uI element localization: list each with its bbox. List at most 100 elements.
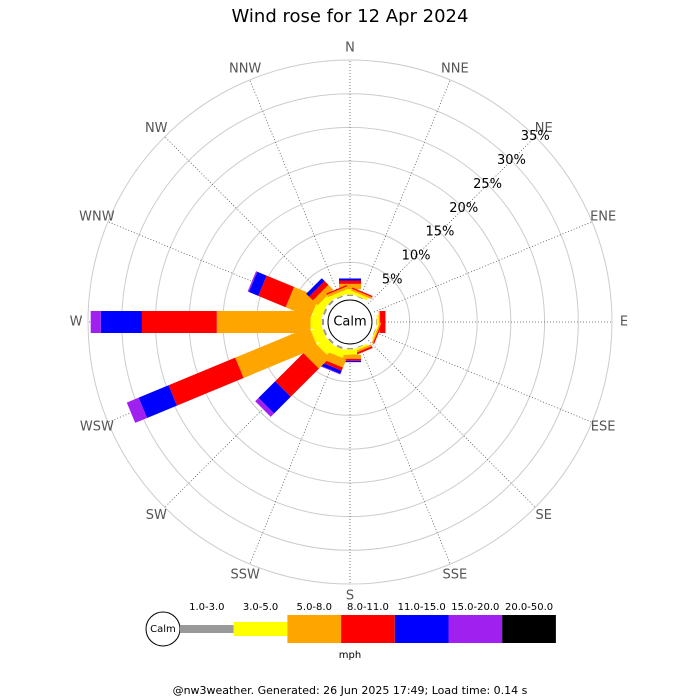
direction-label: NNE <box>441 61 469 76</box>
bar-segment <box>331 290 347 300</box>
bar-segment <box>347 294 353 296</box>
bar-segment <box>141 311 217 333</box>
bar-segment <box>100 311 142 333</box>
direction-label: WNW <box>79 210 115 225</box>
bar-segment <box>357 296 363 300</box>
bar-segment <box>347 348 353 350</box>
bar-segment <box>357 344 363 348</box>
bar-segment <box>372 323 383 344</box>
legend-swatch <box>341 615 395 643</box>
spoke <box>368 136 536 304</box>
bar-segment <box>321 359 343 371</box>
ring <box>87 59 613 585</box>
bar-segment <box>309 281 329 301</box>
legend-label: 1.0-3.0 <box>189 602 224 613</box>
direction-label: ESE <box>591 419 616 434</box>
direction-label: N <box>345 41 355 56</box>
bar-segment <box>339 360 361 363</box>
bar-segment <box>371 325 379 340</box>
legend-calm-label: Calm <box>150 624 176 635</box>
radial-tick-label: 35% <box>521 129 550 144</box>
direction-label: E <box>620 315 628 330</box>
direction-label: NE <box>535 121 553 136</box>
bar-segment <box>353 292 368 301</box>
bar-segment <box>168 357 244 406</box>
bar-segment <box>322 329 328 336</box>
spoke <box>359 79 451 299</box>
radial-tick-label: 10% <box>402 248 431 263</box>
radial-tick-label: 5% <box>382 272 403 287</box>
direction-label: NNW <box>229 61 261 76</box>
bar-segment <box>328 300 334 306</box>
bar-segment <box>339 278 361 281</box>
calm-label: Calm <box>333 315 366 330</box>
legend-label: 5.0-8.0 <box>297 602 332 613</box>
legend-label: 8.0-11.0 <box>347 602 389 613</box>
direction-label: S <box>346 589 354 604</box>
bar-segment <box>255 397 275 417</box>
spoke <box>373 331 593 423</box>
spoke <box>164 136 332 304</box>
legend-label: 15.0-20.0 <box>451 602 499 613</box>
bar-segment <box>371 322 382 344</box>
bar-segment <box>216 311 311 333</box>
bar-segment <box>339 280 361 284</box>
radial-tick-label: 25% <box>473 177 502 192</box>
bar-segment <box>258 381 291 414</box>
calm-circle <box>327 299 373 345</box>
legend-swatch <box>233 622 288 636</box>
bar-segment <box>306 278 325 297</box>
bar-segment <box>343 289 357 295</box>
bar-segment <box>339 283 361 290</box>
bar-segment <box>317 336 336 355</box>
bar-segment <box>310 326 327 344</box>
direction-label: SSE <box>442 568 467 583</box>
bar-segment <box>351 288 373 300</box>
bar-segment <box>126 397 148 423</box>
direction-label: NW <box>145 121 168 136</box>
legend-swatch <box>502 615 556 643</box>
bar-segment <box>310 315 322 329</box>
bar-segment <box>248 271 267 296</box>
legend-swatch <box>448 615 503 643</box>
bar-segment <box>351 287 373 298</box>
spoke <box>359 345 451 565</box>
chart-title: Wind rose for 12 Apr 2024 <box>232 6 469 27</box>
bar-segment <box>372 329 376 335</box>
bar-segment <box>319 365 341 375</box>
legend-label: 20.0-50.0 <box>505 602 553 613</box>
bar-segment <box>138 385 177 418</box>
radial-tick-label: 30% <box>497 153 526 168</box>
direction-label: SSW <box>230 568 260 583</box>
bar-segment <box>312 300 327 318</box>
direction-label: SW <box>146 508 167 523</box>
spoke <box>373 221 593 313</box>
bar-segment <box>322 308 328 315</box>
direction-label: ENE <box>590 210 616 225</box>
spoke <box>249 345 341 565</box>
overlay: 5% 10% 15% 20% 25% 30% 35% Calm <box>327 129 550 345</box>
spoke <box>368 340 536 508</box>
bar-segment <box>339 358 361 361</box>
bar-segment <box>376 319 377 325</box>
legend: Calm 1.0-3.0 3.0-5.0 5.0-8.0 8.0-11.0 11.0-15… <box>145 602 556 661</box>
bar-segment <box>275 353 319 397</box>
bar-segment <box>329 345 346 359</box>
legend-label: 3.0-5.0 <box>243 602 278 613</box>
bar-segment <box>320 292 336 308</box>
bar-segment <box>312 284 334 306</box>
bar-segment <box>380 311 386 333</box>
bars <box>90 271 386 423</box>
bar-segment <box>339 354 361 359</box>
bar-segment <box>247 271 258 293</box>
direction-label: WSW <box>80 419 114 434</box>
direction-label: W <box>70 315 83 330</box>
legend-swatch <box>180 625 234 633</box>
bar-segment <box>90 311 101 333</box>
footer: @nw3weather. Generated: 26 Jun 2025 17:4… <box>173 684 528 697</box>
radial-tick-label: 15% <box>425 225 454 240</box>
bar-segment <box>321 319 324 325</box>
legend-label: 11.0-15.0 <box>398 602 446 613</box>
bar-segment <box>343 349 357 355</box>
